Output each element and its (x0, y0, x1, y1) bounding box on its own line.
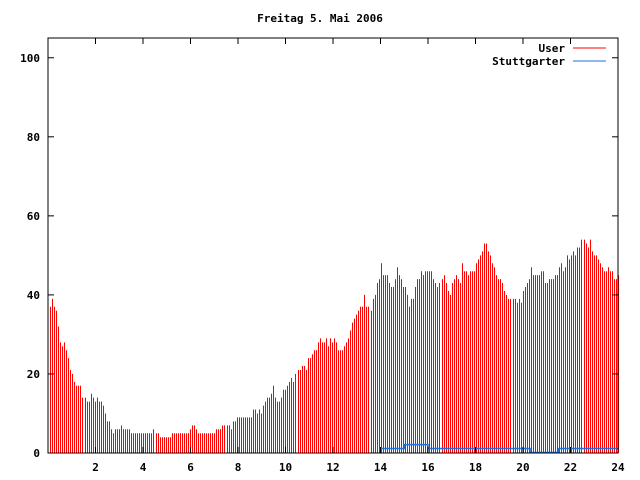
x-tick-label: 4 (140, 461, 147, 474)
x-tick-label: 24 (611, 461, 625, 474)
y-tick-label: 80 (27, 131, 40, 144)
x-tick-label: 10 (279, 461, 292, 474)
x-tick-label: 12 (326, 461, 339, 474)
x-tick-label: 18 (469, 461, 482, 474)
y-tick-label: 20 (27, 368, 40, 381)
y-tick-label: 100 (20, 52, 40, 65)
stuttgarter-series (379, 443, 618, 454)
legend-label-stuttgarter: Stuttgarter (492, 55, 565, 68)
plot-frame (47, 37, 619, 454)
x-tick-label: 20 (516, 461, 529, 474)
stuttgarter-line (379, 443, 618, 454)
x-tick-label: 14 (374, 461, 388, 474)
y-tick-label: 60 (27, 210, 40, 223)
x-tick-label: 8 (235, 461, 242, 474)
x-tick-label: 2 (92, 461, 99, 474)
x-tick-label: 22 (564, 461, 577, 474)
user-bars (50, 239, 619, 453)
legend: User Stuttgarter (492, 42, 606, 68)
y-tick-label: 0 (33, 447, 40, 460)
y-tick-label: 40 (27, 289, 40, 302)
x-tick-label: 16 (421, 461, 435, 474)
x-tick-label: 6 (187, 461, 194, 474)
legend-label-user: User (539, 42, 566, 55)
chart-title: Freitag 5. Mai 2006 (257, 12, 383, 25)
